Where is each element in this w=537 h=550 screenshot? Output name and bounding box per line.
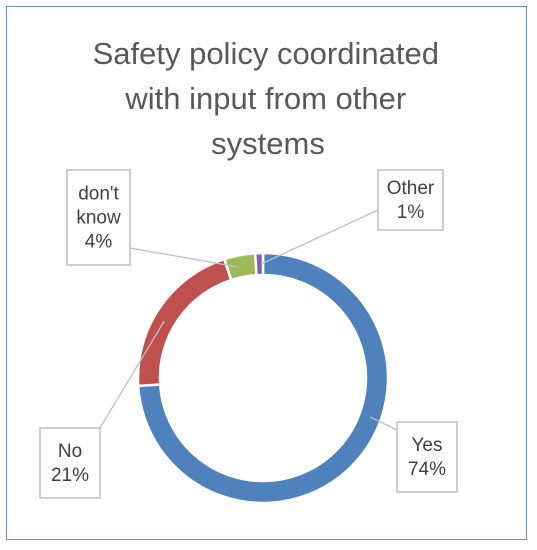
- data-label-category: No: [58, 441, 82, 462]
- slice-yes: [136, 251, 390, 505]
- data-labels: Yes 74% No 21% don't know 4% Other 1%: [39, 169, 458, 499]
- data-label-text: No 21%: [51, 441, 89, 486]
- leader-line-don-t-know: [129, 247, 238, 268]
- chart-title: Safety policy coordinated with input fro…: [93, 36, 444, 161]
- data-label-value: 74%: [408, 459, 446, 480]
- data-label-text: don't know 4%: [76, 184, 121, 253]
- data-label-box: [39, 427, 101, 499]
- data-label-category: don't: [78, 184, 119, 205]
- data-label-value: 4%: [85, 232, 113, 253]
- data-label-category: Other: [387, 178, 435, 199]
- data-label-text: Other 1%: [387, 178, 435, 223]
- data-label-box: [396, 421, 458, 493]
- leader-line-other: [260, 209, 379, 265]
- data-label-text: Yes 74%: [408, 435, 446, 480]
- data-label-box: [377, 169, 444, 231]
- chart-title-line-2: with input from other: [124, 81, 406, 116]
- data-label-value: 1%: [397, 202, 425, 223]
- chart-title-line-3: systems: [211, 126, 325, 161]
- slice-other: [253, 251, 265, 277]
- data-label-don-t-know: don't know 4%: [66, 169, 131, 266]
- data-label-no: No 21%: [39, 427, 101, 499]
- data-label-category: Yes: [412, 435, 443, 456]
- data-label-value: 21%: [51, 465, 89, 486]
- data-label-other: Other 1%: [377, 169, 444, 231]
- data-label-box: [66, 169, 131, 266]
- leader-line-yes: [369, 416, 398, 431]
- data-label-category: know: [76, 208, 121, 229]
- leader-line-no: [99, 320, 165, 429]
- chart-title-line-1: Safety policy coordinated: [93, 36, 439, 71]
- data-label-yes: Yes 74%: [396, 421, 458, 493]
- leader-lines: [99, 209, 398, 431]
- doughnut-slices: [136, 251, 390, 505]
- slice-don-t-know: [222, 251, 258, 282]
- slice-no: [136, 257, 233, 388]
